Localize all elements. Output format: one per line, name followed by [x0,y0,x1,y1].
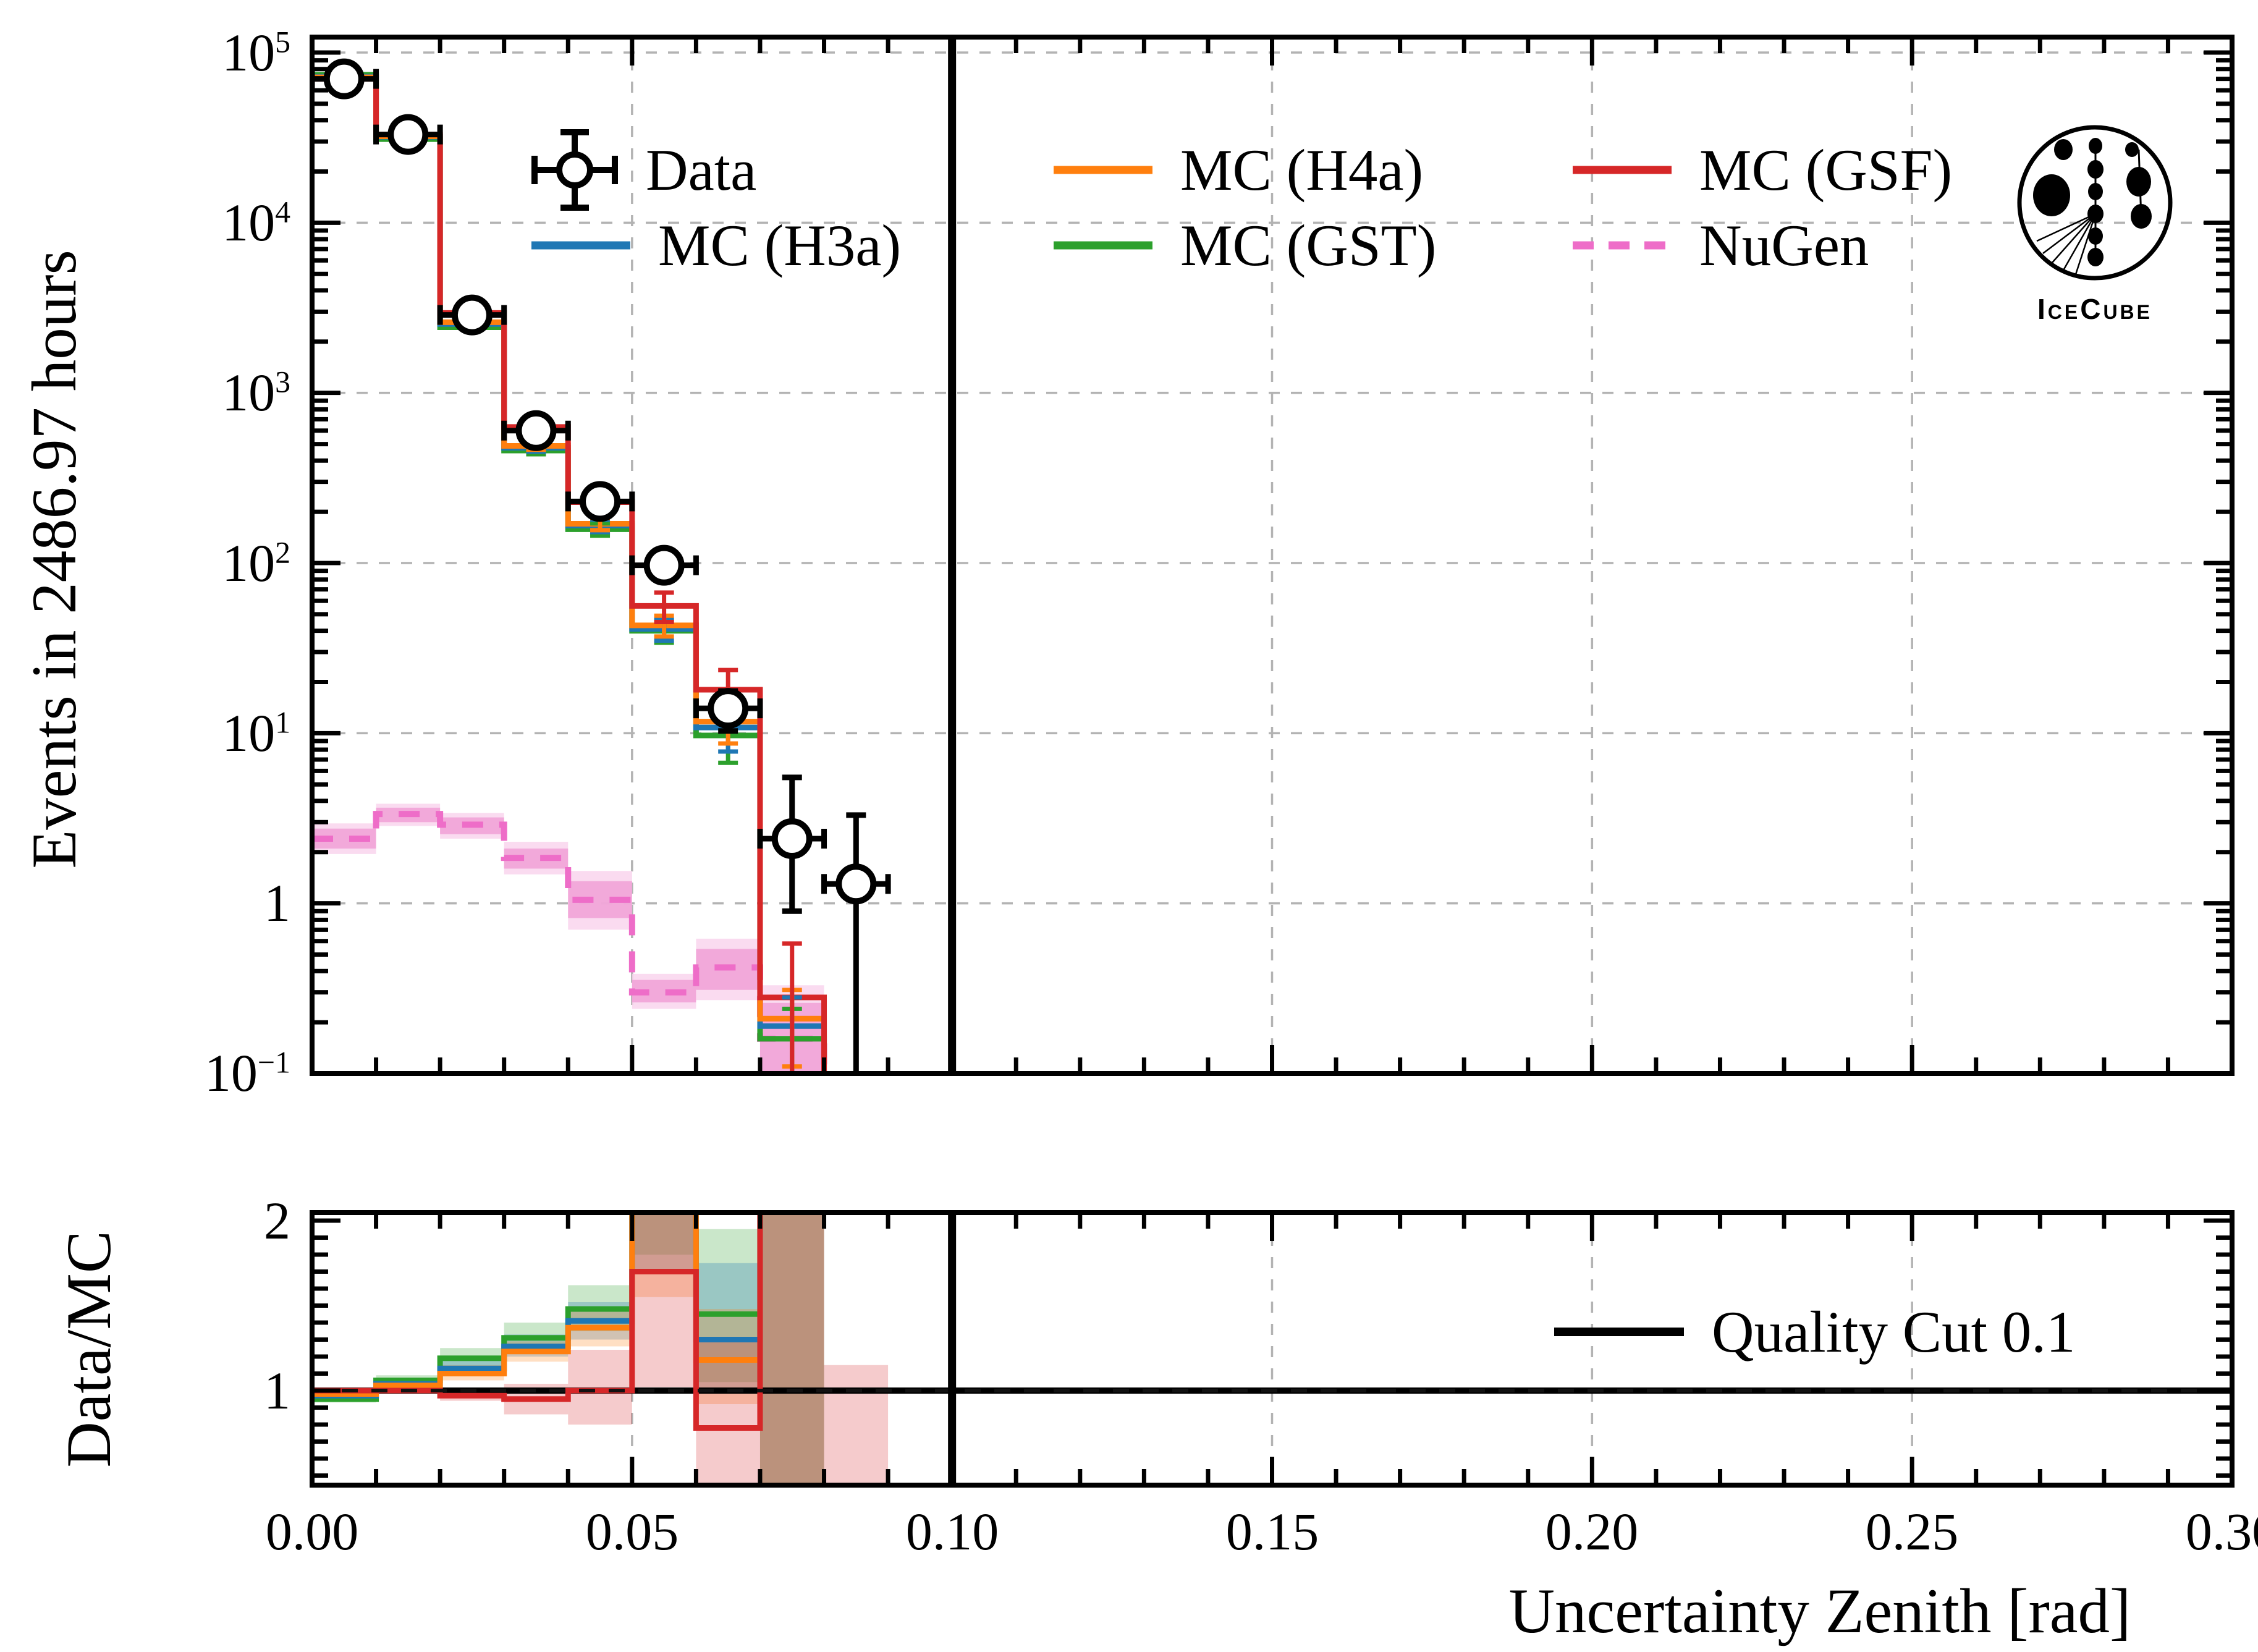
x-tick-label-025: 0.25 [1865,1502,1959,1561]
x-tick-label-015: 0.15 [1225,1502,1319,1561]
legend-label-mc-gsf: MC (GSF) [1699,137,1953,203]
y-tick-label-1e-1: 10−1 [204,1043,290,1103]
quality-cut-label: Quality Cut 0.1 [1712,1299,2076,1365]
y-tick-label-1e5: 105 [222,23,290,82]
legend-label-data: Data [646,137,757,203]
icecube-logo: IceCube [2013,122,2176,326]
axes-and-ticks [310,35,2235,1488]
x-tick-label-030: 0.30 [2185,1502,2258,1561]
legend-item-mc-gsf: MC (GSF) [1570,124,1952,216]
x-tick-label-010: 0.10 [905,1502,999,1561]
x-tick-label-005: 0.05 [585,1502,679,1561]
y-tick-label-1e3: 103 [222,363,290,422]
data-marker-icon [531,129,618,211]
legend-item-nugen: NuGen [1570,199,1869,292]
x-axis-title: Uncertainty Zenith [rad] [1508,1576,2131,1646]
quality-cut-line-swatch [1554,1328,1684,1336]
legend-label-mc-gst: MC (GST) [1180,213,1437,278]
legend-item-data: Data [528,124,756,216]
y-tick-label-1e4: 104 [222,193,290,252]
x-tick-label-000: 0.00 [265,1502,359,1561]
main-panel [312,37,2232,1074]
icecube-logo-icon [2017,125,2173,281]
ratio-tick-label-2: 2 [264,1191,290,1250]
h4a-line-icon [1054,166,1152,174]
ratio-tick-label-1: 1 [264,1361,290,1420]
icecube-logo-text: IceCube [2037,293,2152,325]
gsf-line-icon [1573,166,1672,174]
legend-label-mc-h3a: MC (H3a) [658,213,902,278]
h3a-line-icon [531,241,630,250]
nugen-dashed-line-icon [1573,241,1672,250]
ratio-panel [312,1213,2232,1485]
legend-item-mc-h4a: MC (H4a) [1051,124,1423,216]
gst-line-icon [1054,241,1152,250]
quality-cut-legend: Quality Cut 0.1 [1551,1286,2075,1378]
legend-item-mc-h3a: MC (H3a) [528,199,901,292]
y-tick-label-1e2: 102 [222,533,290,593]
y-tick-label-1e1: 101 [222,703,290,763]
legend-item-mc-gst: MC (GST) [1051,199,1436,292]
legend-label-nugen: NuGen [1699,213,1869,278]
y-tick-label-1: 1 [264,873,290,933]
x-tick-label-020: 0.20 [1545,1502,1639,1561]
legend-label-mc-h4a: MC (H4a) [1180,137,1424,203]
